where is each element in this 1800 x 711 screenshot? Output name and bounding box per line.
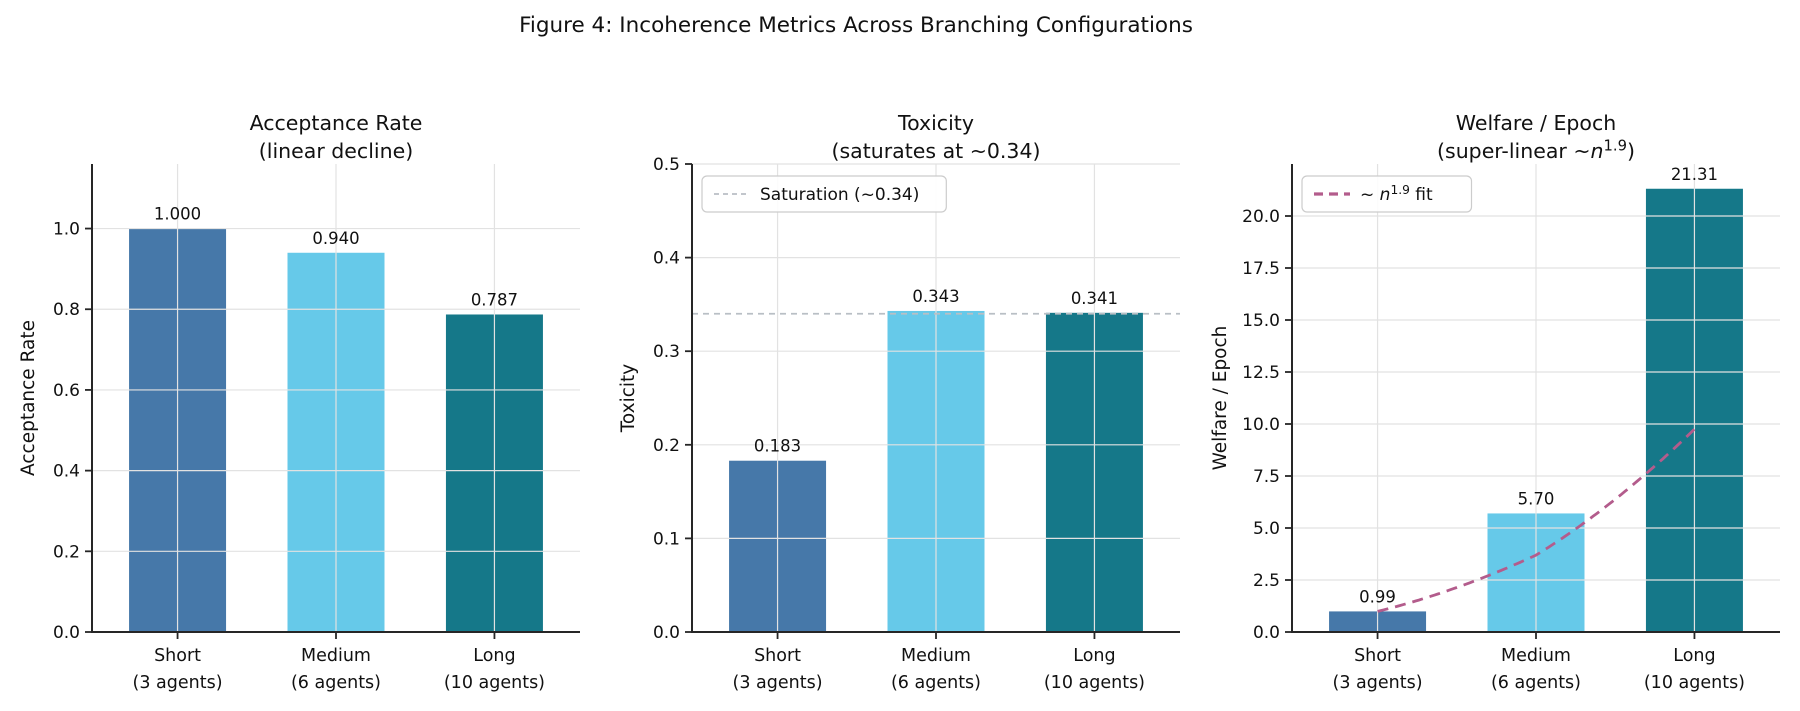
x-tick-label: Short: [754, 646, 801, 666]
x-tick-label: Short: [154, 646, 201, 666]
x-tick-label: (10 agents): [1044, 673, 1145, 693]
x-tick-label: (6 agents): [891, 673, 981, 693]
y-axis-label: Acceptance Rate: [18, 320, 39, 476]
bar-value-label: 1.000: [154, 205, 201, 224]
y-tick-label: 7.5: [1253, 467, 1280, 487]
legend-label: ~ n1.9 fit: [1360, 183, 1433, 205]
y-tick-label: 15.0: [1242, 311, 1280, 331]
y-tick-label: 0.0: [1253, 623, 1280, 643]
x-tick-label: Long: [473, 646, 515, 666]
chart-welfare-per-epoch: 0.99 5.70 21.31 0.0 2.5 5.0 7.5 10.0 12.5 15.0 17.…: [1210, 111, 1780, 693]
x-tick-label: (10 agents): [1644, 673, 1745, 693]
y-tick-label: 0.6: [53, 381, 80, 401]
subplot-title-line1: Toxicity: [897, 111, 974, 135]
legend-box: [1301, 175, 1473, 213]
bar-value-label: 5.70: [1518, 489, 1555, 508]
subplot-title-line1: Acceptance Rate: [250, 111, 423, 135]
y-tick-label: 0.5: [653, 155, 680, 175]
y-tick-label: 0.2: [53, 542, 80, 562]
y-tick-label: 17.5: [1242, 259, 1280, 279]
x-tick-label: (3 agents): [1333, 673, 1423, 693]
y-tick-label: 0.4: [653, 249, 680, 269]
y-tick-label: 12.5: [1242, 363, 1280, 383]
y-tick-label: 0.8: [53, 300, 80, 320]
chart-acceptance-rate: 1.000 0.940 0.787 0.0 0.2 0.4 0.6 0.8 1.0 Short (3…: [18, 111, 580, 693]
y-axis-label: Toxicity: [618, 364, 639, 434]
bar-value-label: 0.99: [1359, 587, 1396, 606]
subplot-title-line2: (saturates at ~0.34): [831, 139, 1040, 163]
legend-box: [701, 175, 947, 213]
y-tick-label: 0.2: [653, 436, 680, 456]
x-tick-label: Medium: [901, 646, 971, 666]
y-tick-label: 1.0: [53, 220, 80, 240]
bar-value-label: 0.343: [912, 287, 959, 306]
y-tick-label: 20.0: [1242, 207, 1280, 227]
y-tick-label: 10.0: [1242, 415, 1280, 435]
y-tick-label: 0.3: [653, 342, 680, 362]
x-tick-label: Long: [1673, 646, 1715, 666]
subplot-title-line2: (super-linear ~n1.9): [1437, 138, 1635, 163]
subplot-title-line2: (linear decline): [259, 139, 413, 163]
bar-value-label: 0.787: [471, 290, 518, 309]
subplot-title-line1: Welfare / Epoch: [1456, 111, 1616, 135]
x-tick-label: Long: [1073, 646, 1115, 666]
bar-value-label: 21.31: [1671, 165, 1718, 184]
legend-label: Saturation (~0.34): [760, 185, 919, 205]
chart-toxicity: 0.183 0.343 0.341 0.0 0.1 0.2 0.3 0.4 0.5 Short (3…: [618, 111, 1180, 693]
bar-value-label: 0.940: [312, 229, 359, 248]
x-tick-label: Medium: [1501, 646, 1571, 666]
y-tick-label: 0.0: [53, 623, 80, 643]
x-tick-label: (6 agents): [291, 673, 381, 693]
x-tick-label: Medium: [301, 646, 371, 666]
y-tick-label: 0.4: [53, 462, 80, 482]
y-tick-label: 0.1: [653, 529, 680, 549]
figure-title: Figure 4: Incoherence Metrics Across Bra…: [519, 13, 1193, 38]
bar-value-label: 0.341: [1071, 289, 1118, 308]
x-tick-label: Short: [1354, 646, 1401, 666]
fit-curve: [1377, 428, 1696, 613]
y-axis-label: Welfare / Epoch: [1210, 326, 1231, 471]
y-tick-label: 0.0: [653, 623, 680, 643]
bar-value-label: 0.183: [754, 437, 801, 456]
x-tick-label: (6 agents): [1491, 673, 1581, 693]
y-tick-label: 2.5: [1253, 571, 1280, 591]
x-tick-label: (10 agents): [444, 673, 545, 693]
x-tick-label: (3 agents): [133, 673, 223, 693]
x-tick-label: (3 agents): [733, 673, 823, 693]
y-tick-label: 5.0: [1253, 519, 1280, 539]
